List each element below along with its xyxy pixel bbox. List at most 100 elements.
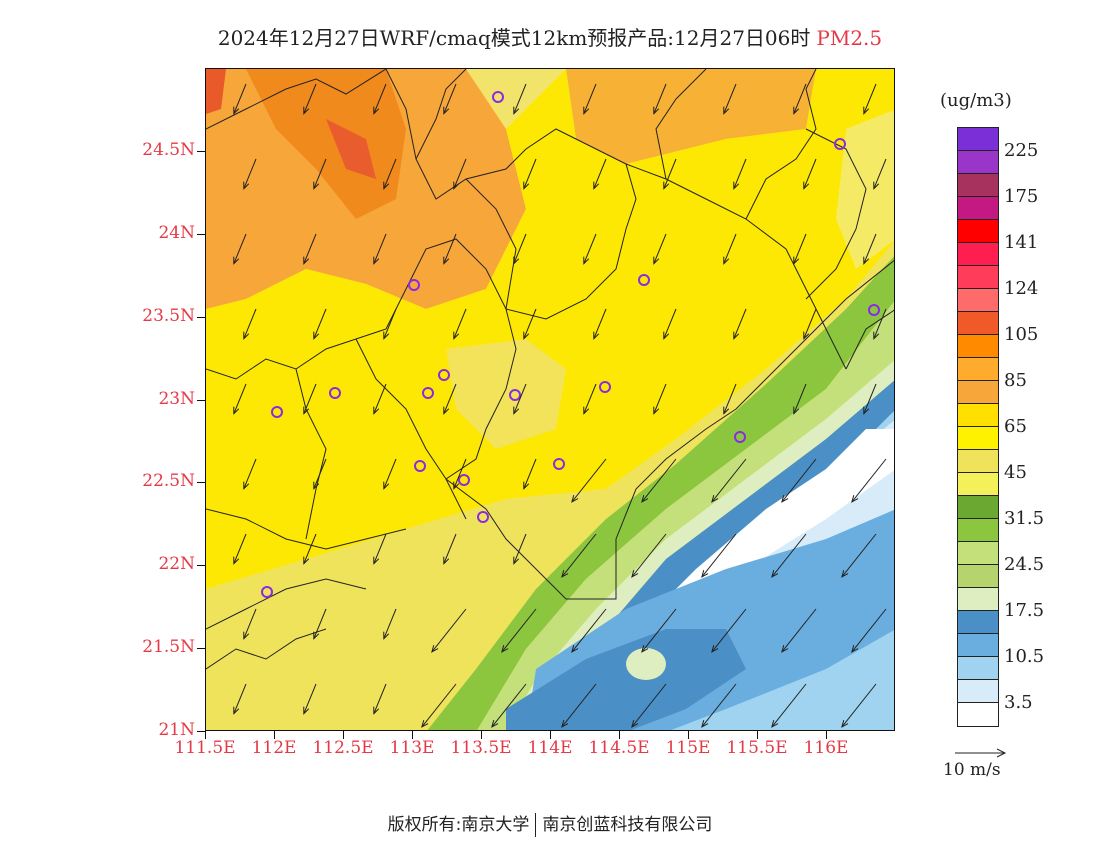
wind-vector-head — [373, 706, 380, 715]
wind-vector — [653, 83, 667, 114]
wind-vector-head — [373, 256, 380, 265]
legend-color-cell — [958, 289, 998, 312]
station-marker — [868, 304, 880, 316]
wind-vector-head — [781, 645, 789, 653]
wind-vector-head — [383, 181, 390, 190]
wind-vector-head — [583, 106, 590, 115]
wind-vector — [243, 608, 257, 639]
station-marker — [638, 274, 650, 286]
station-marker — [553, 458, 565, 470]
contour-deep-blue-core — [506, 629, 746, 730]
wind-vector — [383, 158, 397, 189]
wind-vector-head — [243, 331, 250, 340]
latitude-tick-label: 22N — [158, 554, 195, 575]
wind-vector-head — [523, 181, 530, 190]
wind-vector-head — [841, 570, 849, 578]
wind-vector-head — [383, 331, 390, 340]
wind-vector — [383, 458, 397, 489]
wind-vector-head — [723, 256, 730, 265]
wind-vector-head — [513, 256, 520, 265]
wind-vector — [641, 458, 677, 503]
wind-vector-head — [313, 481, 320, 490]
wind-vector-head — [233, 556, 240, 565]
wind-vector-head — [373, 556, 380, 565]
latitude-tick-label: 24.5N — [142, 139, 195, 160]
wind-vector-head — [453, 331, 460, 340]
wind-vector-head — [841, 720, 849, 728]
wind-vector-head — [453, 181, 460, 190]
longitude-tick-label: 113.5E — [450, 738, 512, 758]
wind-vector-head — [863, 106, 870, 115]
latitude-tick-label: 21N — [158, 720, 195, 740]
longitude-tick — [343, 731, 344, 739]
wind-vector-head — [431, 645, 439, 653]
wind-vector-head — [513, 556, 520, 565]
wind-vector — [233, 233, 247, 264]
wind-vector — [561, 533, 597, 578]
contour-105-nw — [206, 69, 226, 114]
wind-vector — [873, 308, 887, 339]
legend-color-cell — [958, 496, 998, 519]
latitude-tick-label: 23N — [158, 388, 195, 409]
wind-vector — [243, 458, 257, 489]
wind-vector — [851, 458, 887, 503]
station-marker — [408, 279, 420, 291]
contour-45-65 — [206, 241, 894, 730]
longitude-tick — [481, 731, 482, 739]
legend-value-label: 31.5 — [1004, 508, 1045, 529]
wind-vector — [863, 383, 877, 414]
wind-vector-head — [571, 495, 579, 503]
latitude-tick — [197, 399, 205, 401]
wind-vector — [863, 233, 877, 264]
contour-17-24 — [507, 360, 894, 730]
legend-color-cell — [958, 427, 998, 450]
longitude-tick — [274, 731, 275, 739]
contour-105-core — [326, 119, 376, 179]
wind-vector — [453, 458, 467, 489]
wind-vector-head — [873, 331, 880, 340]
contour-24-31 — [477, 301, 894, 730]
station-marker — [458, 474, 470, 486]
latitude-tick — [197, 731, 205, 732]
station-marker — [599, 381, 611, 393]
wind-vector-head — [571, 645, 579, 653]
title-main: 2024年12月27日WRF/cmaq模式12km预报产品:12月27日06时 — [217, 26, 811, 50]
wind-vector — [373, 83, 387, 114]
longitude-tick — [757, 731, 758, 739]
wind-vector — [781, 458, 817, 503]
legend-color-cell — [958, 703, 998, 726]
legend-color-cell — [958, 519, 998, 542]
wind-vector — [233, 533, 247, 564]
wind-vector-head — [863, 406, 870, 415]
station-marker — [271, 406, 283, 418]
wind-vector — [653, 233, 667, 264]
wind-vector-head — [303, 256, 310, 265]
station-marker — [734, 431, 746, 443]
wind-vector — [593, 158, 607, 189]
latitude-tick — [197, 150, 205, 152]
wind-vector — [373, 683, 387, 714]
wind-vector — [631, 683, 667, 728]
wind-vector — [663, 158, 677, 189]
wind-vector — [373, 533, 387, 564]
wind-vector — [513, 83, 527, 114]
station-marker — [422, 387, 434, 399]
wind-vector — [303, 383, 317, 414]
title-pollutant: PM2.5 — [816, 26, 883, 50]
legend-color-cell — [958, 128, 998, 151]
longitude-tick-label: 114E — [527, 738, 573, 758]
station-marker — [492, 91, 504, 103]
longitude-tick-label: 113E — [389, 738, 435, 758]
wind-vector — [313, 608, 327, 639]
wind-vector-head — [491, 720, 499, 728]
wind-vector — [501, 608, 537, 653]
legend-color-cell — [958, 312, 998, 335]
wind-vector-head — [641, 645, 649, 653]
contour-105 — [246, 69, 406, 219]
wind-vector-head — [641, 495, 649, 503]
legend-value-label: 85 — [1004, 370, 1027, 391]
wind-vector-head — [873, 181, 880, 190]
wind-vector-head — [303, 556, 310, 565]
wind-vector — [523, 308, 537, 339]
contour-clean-air — [606, 429, 894, 669]
